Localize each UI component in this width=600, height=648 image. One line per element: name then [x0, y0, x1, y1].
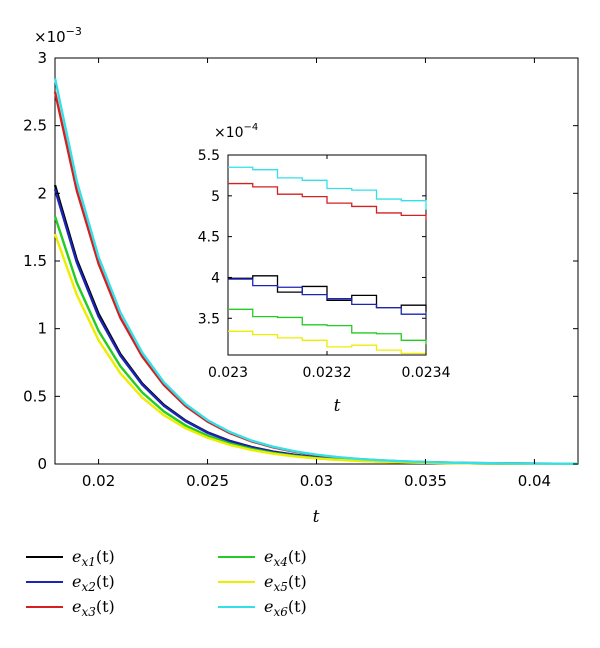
- inset-y-tick-label: 3.5: [198, 311, 220, 327]
- inset-y-exponent-power: −4: [244, 122, 259, 133]
- legend-label: ex4(t): [264, 547, 307, 569]
- inset-y-tick-label: 5: [211, 189, 220, 205]
- legend-label: ex2(t): [72, 572, 115, 594]
- legend-item-4: ex4(t): [218, 547, 307, 569]
- inset-ticks: 0.023 0.0232 0.0234 3.5 4 4.5 5 5.5: [198, 148, 451, 381]
- main-y-tick-label: 1.5: [23, 252, 47, 270]
- inset-x-axis-label: t: [334, 396, 341, 416]
- main-y-exponent: ×10−3: [34, 25, 82, 46]
- inset-series-line-2: [228, 278, 427, 317]
- main-plot: 0.02 0.025 0.03 0.035 0.04 0 0.5 1 1.5 2 2.5 3 ×10−…: [23, 25, 579, 527]
- main-y-tick-label: 0.5: [23, 387, 47, 405]
- inset-series-group: [228, 166, 427, 355]
- inset-series-line-1: [228, 275, 427, 312]
- inset-x-tick-label: 0.0232: [303, 365, 352, 381]
- main-x-axis-label: t: [313, 507, 320, 527]
- main-y-tick-label: 2.5: [23, 117, 47, 135]
- main-x-tick-label: 0.03: [300, 472, 333, 490]
- main-ticks: 0.02 0.025 0.03 0.035 0.04 0 0.5 1 1.5 2 2.5 3: [23, 49, 578, 490]
- main-y-tick-label: 2: [37, 184, 47, 202]
- legend-label: ex3(t): [72, 597, 115, 619]
- legend-label: ex1(t): [72, 547, 115, 569]
- main-series-line-6: [53, 78, 579, 465]
- main-y-tick-label: 3: [37, 49, 47, 67]
- inset-y-exponent: ×10−4: [214, 122, 258, 141]
- legend-item-1: ex1(t): [26, 547, 115, 569]
- legend: ex1(t) ex2(t) ex3(t) ex4(t) ex5(t) ex6(t): [26, 547, 307, 619]
- legend-label: ex6(t): [264, 597, 307, 619]
- main-x-tick-label: 0.025: [186, 472, 229, 490]
- inset-plot: 0.023 0.0232 0.0234 3.5 4 4.5 5 5.5 ×10−4 t: [198, 122, 451, 416]
- main-y-tick-label: 1: [37, 320, 47, 338]
- main-y-tick-label: 0: [37, 455, 47, 473]
- inset-series-line-4: [228, 308, 427, 345]
- inset-y-tick-label: 5.5: [198, 148, 220, 164]
- inset-x-tick-label: 0.0234: [402, 365, 451, 381]
- main-y-exponent-power: −3: [66, 25, 82, 38]
- legend-item-6: ex6(t): [218, 597, 307, 619]
- legend-item-2: ex2(t): [26, 572, 115, 594]
- main-x-tick-label: 0.035: [404, 472, 447, 490]
- inset-series-line-5: [228, 330, 427, 355]
- inset-y-tick-label: 4.5: [198, 230, 220, 246]
- main-series-group: [53, 78, 579, 466]
- legend-label: ex5(t): [264, 572, 307, 594]
- legend-item-5: ex5(t): [218, 572, 307, 594]
- inset-x-tick-label: 0.023: [208, 365, 248, 381]
- main-x-tick-label: 0.04: [518, 472, 551, 490]
- main-x-tick-label: 0.02: [82, 472, 115, 490]
- legend-item-3: ex3(t): [26, 597, 115, 619]
- inset-series-line-6: [228, 166, 427, 210]
- inset-y-tick-label: 4: [211, 270, 220, 286]
- inset-series-line-3: [228, 182, 427, 221]
